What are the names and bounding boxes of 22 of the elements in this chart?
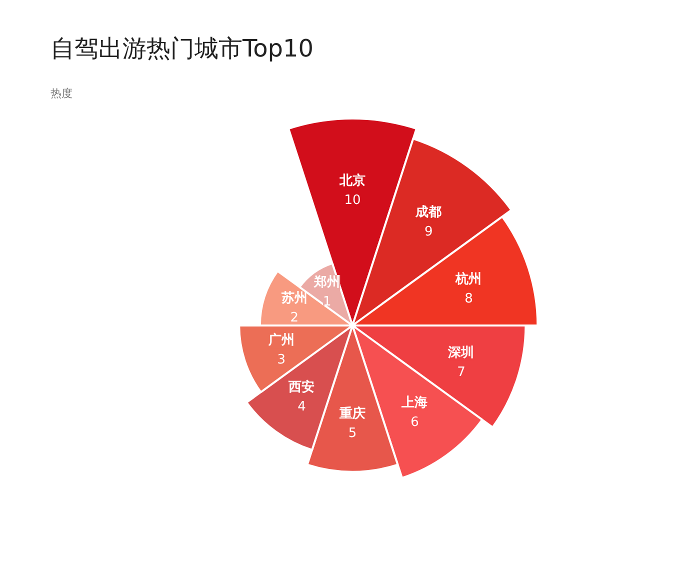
category-label: 北京 (338, 172, 366, 188)
data-label: 5 (348, 426, 357, 442)
category-label: 西安 (288, 378, 315, 395)
data-label: 4 (298, 399, 306, 414)
data-label: 8 (464, 292, 473, 307)
data-label: 9 (424, 224, 433, 240)
data-label: 10 (344, 192, 361, 208)
category-label: 深圳 (447, 345, 474, 360)
category-label: 重庆 (338, 406, 366, 422)
category-label: 郑州 (313, 275, 340, 290)
data-label: 1 (322, 294, 332, 310)
category-label: 成都 (414, 205, 442, 220)
category-label: 苏州 (280, 291, 308, 306)
text: 热度 (50, 87, 72, 100)
data-label: 6 (410, 415, 419, 430)
text: 自驾出游热门城市Top10 (50, 34, 314, 62)
category-label: 上海 (400, 396, 428, 411)
category-label: 杭州 (454, 271, 482, 288)
category-label: 广州 (267, 332, 294, 348)
data-label: 7 (457, 364, 466, 380)
data-label: 2 (290, 310, 299, 326)
data-label: 3 (277, 352, 286, 368)
